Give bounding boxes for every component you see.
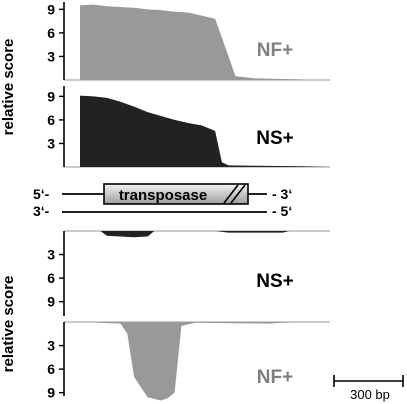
y-axis-label-top: relative score <box>0 39 17 136</box>
gene-diagram: 5‘- - 3‘ 3‘- - 5‘ transposase <box>33 183 292 219</box>
panel-label: NF+ <box>257 367 293 388</box>
y-tick-label: 9 <box>47 385 55 401</box>
panel-label: NF+ <box>257 40 293 61</box>
bottom-strand-right-label: - 5‘ <box>272 203 292 219</box>
coverage-area <box>80 322 324 401</box>
top-strand-right-label: - 3‘ <box>272 186 292 202</box>
truncation-mark <box>223 184 239 204</box>
track-panel-1: 3 6 9 NF+ <box>47 1 330 81</box>
panel-label: NS+ <box>256 128 294 149</box>
y-tick-label: 3 <box>47 48 55 64</box>
panel-label: NS+ <box>256 271 294 292</box>
scale-bar: 300 bp <box>333 375 404 402</box>
coverage-area <box>80 231 324 238</box>
coverage-area <box>80 95 330 167</box>
y-tick-label: 6 <box>47 25 55 41</box>
y-axis-label-bottom: relative score <box>0 276 17 373</box>
y-tick-label: 9 <box>47 1 55 17</box>
track-panel-2: 3 6 9 NS+ <box>47 86 330 168</box>
coverage-area <box>80 4 324 81</box>
y-tick-label: 9 <box>47 294 55 310</box>
track-panel-3: 3 6 9 NS+ <box>47 230 330 316</box>
y-tick-label: 3 <box>47 247 55 263</box>
top-strand-left-label: 5‘- <box>33 186 50 202</box>
track-panel-4: 3 6 9 NF+ <box>47 321 330 401</box>
y-tick-label: 6 <box>47 361 55 377</box>
y-tick-label: 6 <box>47 270 55 286</box>
truncation-mark <box>230 184 246 204</box>
y-tick-label: 6 <box>47 112 55 128</box>
bottom-strand-left-label: 3‘- <box>33 203 50 219</box>
y-tick-label: 9 <box>47 88 55 104</box>
transposase-box <box>103 183 249 205</box>
gene-name: transposase <box>119 187 207 204</box>
scale-bar-label: 300 bp <box>350 387 390 402</box>
y-tick-label: 3 <box>47 135 55 151</box>
y-tick-label: 3 <box>47 338 55 354</box>
